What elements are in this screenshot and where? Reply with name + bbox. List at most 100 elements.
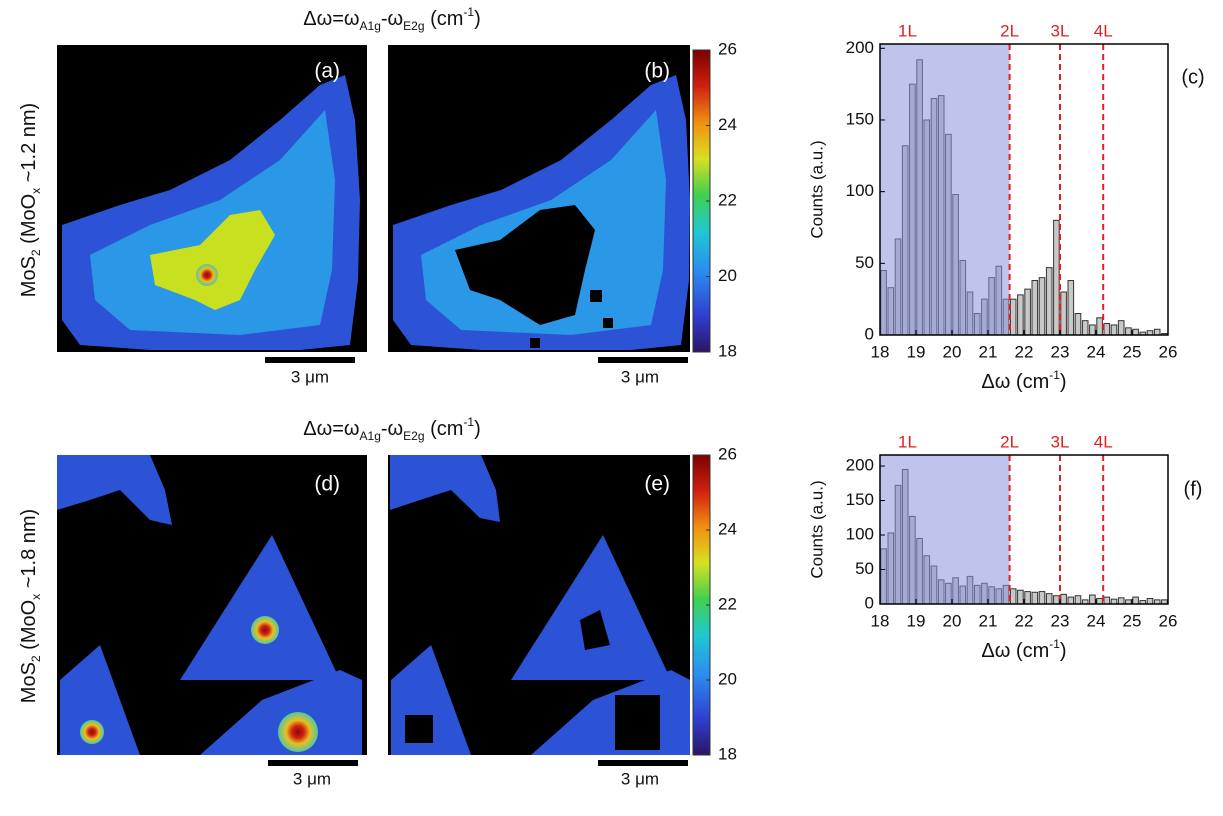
x-axis-label-part: Δω (cm — [981, 371, 1049, 393]
bar — [1031, 591, 1039, 605]
colorbar-tick-label: 24 — [718, 115, 737, 134]
x-tick-label: 24 — [1087, 611, 1106, 630]
bar — [1038, 591, 1046, 605]
y-tick-label: 200 — [846, 456, 874, 475]
bar — [1053, 595, 1060, 605]
y-axis-label: Counts (a.u.) — [807, 480, 826, 578]
layer-label: 4L — [1094, 432, 1113, 451]
bar — [1103, 323, 1111, 336]
panel-label: (b) — [644, 60, 670, 83]
bar — [1053, 219, 1060, 336]
layer-label: 3L — [1051, 432, 1070, 451]
bar — [1060, 593, 1067, 605]
bar — [1009, 298, 1017, 336]
x-tick-label: 21 — [979, 342, 998, 361]
bar — [1132, 328, 1139, 336]
layer-label: 3L — [1051, 21, 1070, 40]
region-label: 1L — [898, 432, 917, 451]
scale-bar-label: 3 μm — [293, 769, 331, 788]
bar — [1096, 317, 1103, 336]
bar — [1117, 597, 1125, 605]
x-axis-label-part: Δω (cm — [981, 640, 1049, 662]
scale-bar-label: 3 μm — [621, 769, 659, 788]
x-axis-label-part: -1 — [1049, 637, 1060, 651]
x-tick-label: 24 — [1087, 342, 1106, 361]
bar — [1117, 320, 1125, 336]
map: (d) 3 μm — [57, 455, 367, 788]
bar — [1045, 593, 1053, 605]
bar — [1089, 594, 1096, 605]
x-tick-label: 20 — [943, 611, 962, 630]
x-axis-label: Δω (cm-1) — [981, 637, 1066, 662]
map: (a) 3 μm — [57, 45, 367, 386]
shaded-region — [880, 455, 1010, 604]
x-tick-label: 25 — [1123, 342, 1142, 361]
x-axis-label-part: ) — [1060, 640, 1067, 662]
bar — [1074, 312, 1082, 336]
colorbar-tick-label: 22 — [718, 190, 737, 209]
layer-label: 2L — [1000, 21, 1019, 40]
x-tick-label: 26 — [1159, 342, 1178, 361]
bar — [1146, 597, 1154, 605]
colorbar-tick-label: 26 — [718, 444, 737, 463]
bar — [1081, 320, 1089, 336]
colorbar-tick-label: 22 — [718, 594, 737, 613]
x-axis-label-part: ) — [1060, 371, 1067, 393]
colorbar-tick-label: 18 — [718, 744, 737, 763]
bar — [1024, 288, 1031, 336]
x-tick-label: 26 — [1159, 611, 1178, 630]
layer-label: 4L — [1094, 21, 1113, 40]
region-label: 1L — [898, 21, 917, 40]
panel-label: (d) — [314, 473, 340, 496]
bar — [1153, 328, 1161, 336]
scale-bar-label: 3 μm — [621, 367, 659, 386]
layer-label: 2L — [1000, 432, 1019, 451]
panel-label: (f) — [1184, 478, 1203, 500]
y-tick-label: 0 — [865, 593, 874, 612]
bar — [1031, 280, 1039, 336]
bar — [1110, 324, 1118, 336]
bar — [1089, 324, 1096, 336]
bar — [1045, 267, 1053, 336]
x-tick-label: 22 — [1015, 611, 1034, 630]
bar — [1096, 597, 1103, 605]
shaded-region — [880, 44, 1010, 335]
bar — [1132, 596, 1139, 605]
y-tick-label: 100 — [846, 181, 874, 200]
x-tick-label: 25 — [1123, 611, 1142, 630]
y-tick-label: 50 — [855, 253, 874, 272]
panel-label: (c) — [1181, 66, 1204, 88]
colorbar-tick-label: 24 — [718, 519, 737, 538]
bar — [1067, 596, 1075, 605]
x-tick-label: 21 — [979, 611, 998, 630]
x-tick-label: 20 — [943, 342, 962, 361]
x-axis-label-part: -1 — [1049, 368, 1060, 382]
y-tick-label: 100 — [846, 525, 874, 544]
x-tick-label: 23 — [1051, 611, 1070, 630]
panel-label: (a) — [314, 60, 340, 83]
x-tick-label: 18 — [871, 611, 890, 630]
bar — [1017, 589, 1024, 605]
bar — [1060, 291, 1067, 336]
row-title: Δω=ωA1g-ωE2g (cm-1) — [303, 5, 481, 33]
panel-label: (e) — [644, 473, 670, 496]
map: (b) 3 μm — [388, 45, 690, 386]
x-tick-label: 22 — [1015, 342, 1034, 361]
bar — [1103, 596, 1111, 605]
colorbar-tick-label: 20 — [718, 266, 737, 285]
row-title: Δω=ωA1g-ωE2g (cm-1) — [303, 415, 481, 443]
bar — [1038, 277, 1046, 336]
y-tick-label: 50 — [855, 559, 874, 578]
y-tick-label: 0 — [865, 324, 874, 343]
row-ylabel: MoS2 (MoOx ~1.2 nm) — [18, 103, 43, 297]
x-tick-label: 19 — [907, 611, 926, 630]
bar — [1024, 591, 1031, 605]
colorbar-tick-label: 18 — [718, 341, 737, 360]
bar — [1017, 294, 1024, 336]
y-tick-label: 150 — [846, 109, 874, 128]
bar — [1125, 327, 1132, 336]
x-tick-label: 19 — [907, 342, 926, 361]
y-tick-label: 150 — [846, 490, 874, 509]
colorbar-tick-label: 20 — [718, 669, 737, 688]
